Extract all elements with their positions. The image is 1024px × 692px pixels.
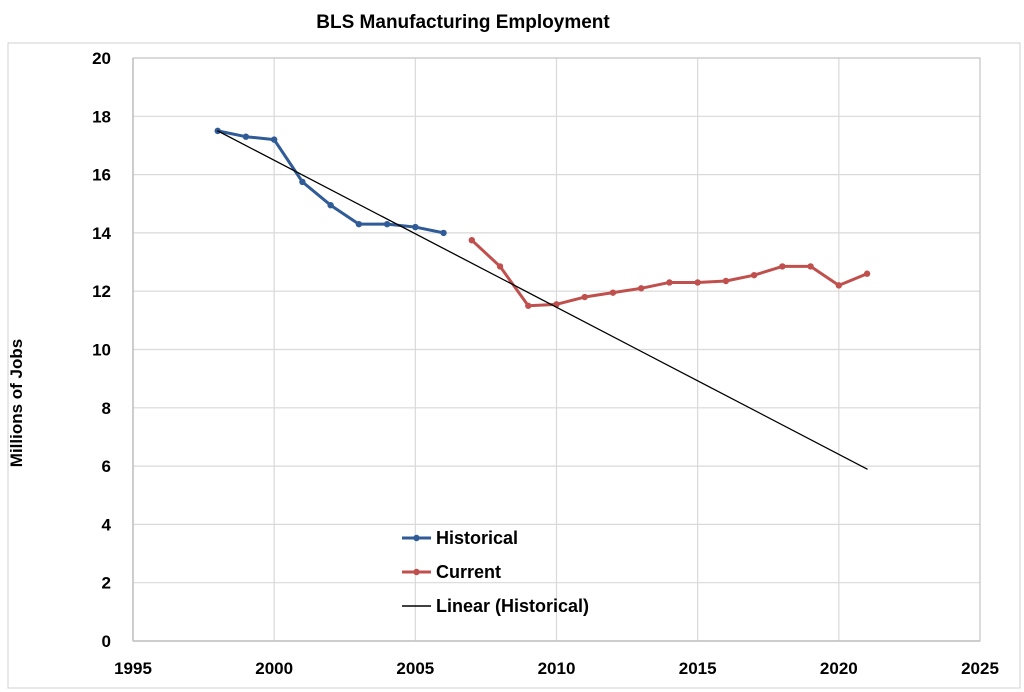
data-point-historical — [242, 133, 250, 140]
data-point-historical — [270, 136, 278, 143]
y-tick-label: 0 — [102, 632, 111, 651]
x-tick-label: 1995 — [114, 659, 152, 678]
tick-labels: 0 2 4 6 8 10 12 14 16 18 20 1995 2000 2005 2010 2015 202… — [92, 49, 999, 678]
legend-marker — [413, 568, 420, 576]
x-tick-label: 2005 — [396, 659, 434, 678]
series-layer — [214, 127, 871, 470]
series-line-linear-historical — [217, 130, 868, 470]
data-point-current — [496, 263, 504, 270]
legend-label: Historical — [436, 528, 518, 548]
y-tick-label: 10 — [92, 341, 111, 360]
data-point-historical — [440, 229, 447, 237]
y-tick-label: 14 — [92, 224, 111, 243]
series-current — [468, 236, 871, 309]
data-point-current — [779, 263, 786, 270]
data-point-historical — [299, 178, 306, 186]
y-tick-label: 6 — [102, 457, 111, 476]
legend-item-current: Current — [402, 562, 501, 582]
legend-label: Current — [436, 562, 501, 582]
data-point-current — [666, 279, 673, 286]
data-point-current — [581, 293, 588, 301]
data-point-current — [609, 289, 617, 296]
x-tick-label: 2000 — [255, 659, 293, 678]
data-point-current — [638, 285, 645, 292]
plot-area — [132, 57, 981, 642]
series-linear-historical — [217, 130, 868, 470]
legend-item-historical: Historical — [402, 528, 518, 548]
chart-title: BLS Manufacturing Employment — [316, 12, 610, 33]
y-tick-label: 8 — [102, 399, 111, 418]
y-axis-title: Millions of Jobs — [7, 339, 26, 467]
data-point-current — [694, 279, 701, 286]
data-point-current — [807, 263, 814, 270]
y-tick-label: 18 — [92, 107, 111, 126]
data-point-historical — [355, 220, 363, 228]
data-point-current — [863, 270, 871, 277]
data-point-historical — [412, 223, 419, 231]
x-tick-label: 2020 — [820, 659, 858, 678]
y-tick-label: 4 — [102, 515, 112, 534]
chart-frame — [7, 42, 1021, 689]
y-tick-label: 12 — [92, 282, 111, 301]
data-point-current — [722, 277, 730, 285]
data-point-current — [525, 302, 532, 309]
data-point-historical — [327, 202, 334, 209]
y-tick-label: 2 — [102, 574, 111, 593]
data-point-current — [750, 271, 758, 279]
x-tick-label: 2010 — [538, 659, 576, 678]
data-point-current — [835, 282, 843, 289]
x-tick-label: 2025 — [961, 659, 999, 678]
data-point-historical — [383, 220, 391, 228]
y-tick-label: 16 — [92, 166, 111, 185]
series-historical — [214, 127, 447, 237]
data-point-current — [468, 236, 475, 244]
legend-marker — [413, 534, 420, 542]
legend-label: Linear (Historical) — [436, 596, 589, 616]
legend-item-linear-historical: Linear (Historical) — [402, 596, 589, 616]
legend: Historical Current Linear (Historical) — [402, 528, 589, 616]
y-tick-label: 20 — [92, 49, 111, 68]
x-tick-label: 2015 — [679, 659, 717, 678]
